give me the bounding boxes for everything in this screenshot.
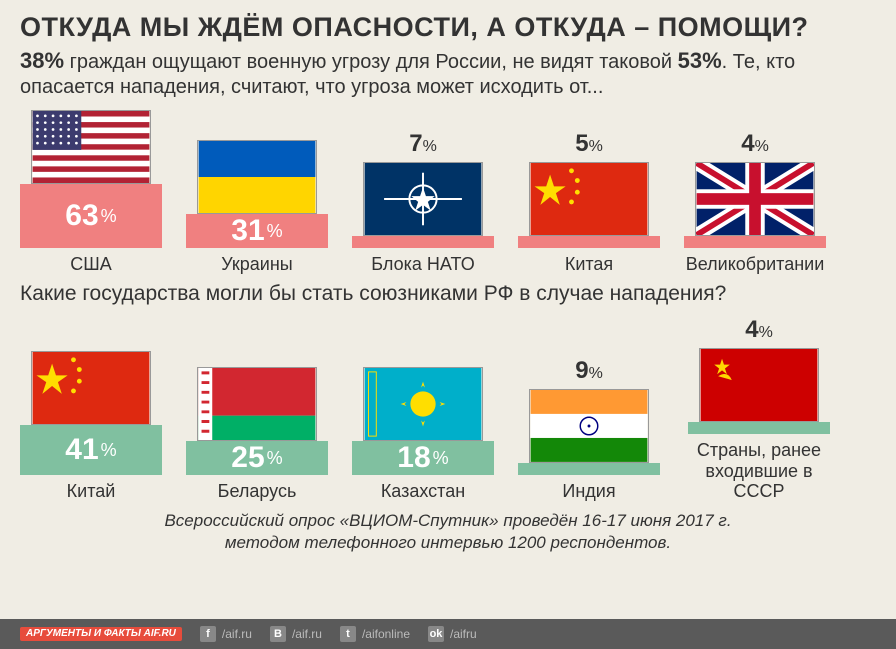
bar: 63% (20, 184, 162, 248)
pct-label: 4% (741, 130, 769, 158)
bar (352, 236, 494, 248)
social-handle: /aif.ru (222, 627, 252, 641)
bar (684, 236, 826, 248)
row-allies-item: 4% Страны, ранее входившие в СССР (684, 316, 834, 502)
social-handle: /aif.ru (292, 627, 322, 641)
social-link[interactable]: f/aif.ru (200, 626, 252, 642)
pct-label: 4% (745, 316, 773, 344)
country-label: Блока НАТО (371, 254, 474, 275)
flag-chn (529, 162, 649, 236)
country-label: США (70, 254, 112, 275)
row-threats-item: 63% США (20, 110, 162, 275)
bar: 41% (20, 425, 162, 475)
row-threats-item: 31% Украины (186, 140, 328, 275)
social-links: f/aif.ruB/aif.rut/aifonlineok/aifru (200, 626, 477, 642)
social-handle: /aifru (450, 627, 477, 641)
pct-label: 9% (575, 357, 603, 385)
allies-row: 41% Китай 25% Беларусь 18% Казахстан 9% Индия 4%… (20, 316, 876, 502)
flag-blr (197, 367, 317, 441)
threat-feel-pct: 38% (20, 48, 64, 73)
row-allies-item: 18% Казахстан (352, 367, 494, 502)
social-link[interactable]: B/aif.ru (270, 626, 322, 642)
country-label: Страны, ранее входившие в СССР (684, 440, 834, 502)
social-icon: ok (428, 626, 444, 642)
bar (688, 422, 830, 434)
row-threats-item: 7% Блока НАТО (352, 130, 494, 275)
bar (518, 463, 660, 475)
flag-usa (31, 110, 151, 184)
country-label: Казахстан (381, 481, 465, 502)
aif-logo: АРГУМЕНТЫ И ФАКТЫ AIF.RU (20, 627, 182, 641)
pct-label: 5% (575, 130, 603, 158)
row-allies-item: 9% Индия (518, 357, 660, 502)
social-handle: /aifonline (362, 627, 410, 641)
country-label: Китая (565, 254, 613, 275)
row-threats-item: 4% Великобритании (684, 130, 826, 275)
country-label: Китай (67, 481, 116, 502)
social-link[interactable]: ok/aifru (428, 626, 477, 642)
nothreat-pct: 53% (678, 48, 722, 73)
flag-nato (363, 162, 483, 236)
flag-chn (31, 351, 151, 425)
row-allies-item: 41% Китай (20, 351, 162, 502)
flag-gbr (695, 162, 815, 236)
flag-kaz (363, 367, 483, 441)
footer-note: Всероссийский опрос «ВЦИОМ-Спутник» пров… (20, 510, 876, 554)
social-icon: t (340, 626, 356, 642)
country-label: Индия (562, 481, 615, 502)
threats-row: 63% США 31% Украины 7% Блока НАТО 5% Китая 4% Вел… (20, 110, 876, 275)
headline: ОТКУДА МЫ ЖДЁМ ОПАСНОСТИ, А ОТКУДА – ПОМ… (20, 12, 876, 43)
bottom-bar: АРГУМЕНТЫ И ФАКТЫ AIF.RU f/aif.ruB/aif.r… (0, 619, 896, 649)
social-link[interactable]: t/aifonline (340, 626, 410, 642)
bar (518, 236, 660, 248)
flag-ind (529, 389, 649, 463)
country-label: Украины (221, 254, 292, 275)
social-icon: f (200, 626, 216, 642)
flag-ukr (197, 140, 317, 214)
bar: 25% (186, 441, 328, 475)
allies-question: Какие государства могли бы стать союзник… (20, 281, 876, 306)
bar: 18% (352, 441, 494, 475)
row-allies-item: 25% Беларусь (186, 367, 328, 502)
row-threats-item: 5% Китая (518, 130, 660, 275)
flag-ussr (699, 348, 819, 422)
subhead: 38% граждан ощущают военную угрозу для Р… (20, 47, 876, 100)
pct-label: 7% (409, 130, 437, 158)
country-label: Беларусь (218, 481, 297, 502)
bar: 31% (186, 214, 328, 248)
social-icon: B (270, 626, 286, 642)
country-label: Великобритании (686, 254, 825, 275)
